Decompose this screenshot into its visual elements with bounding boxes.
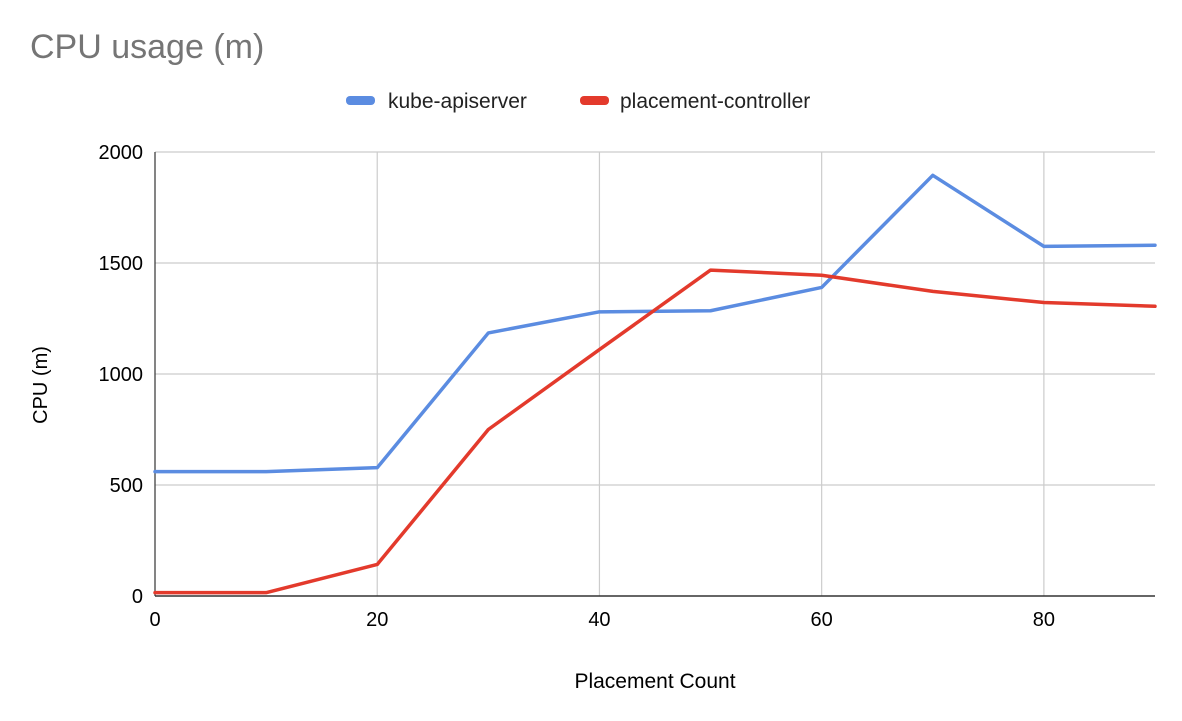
series-line-placement-controller [153,268,1157,595]
x-tick-label: 60 [811,609,833,631]
series-lines [153,173,1157,595]
y-tick-label: 2000 [99,142,144,164]
y-tick-label: 0 [132,586,143,608]
y-tick-label: 1000 [99,364,144,386]
x-tick-label: 80 [1033,609,1055,631]
series-line-kube-apiserver [153,173,1157,474]
legend: kube-apiserver placement-controller [346,90,810,113]
grid [155,151,1155,596]
y-tick-label: 500 [110,475,143,497]
legend-label: kube-apiserver [388,90,527,113]
chart-title: CPU usage (m) [30,28,264,66]
x-tick-label: 20 [366,609,388,631]
legend-swatch [346,96,375,105]
y-tick-label: 1500 [99,253,144,275]
y-axis-label: CPU (m) [30,346,52,424]
x-tick-label: 0 [149,609,160,631]
x-tick-label: 40 [588,609,610,631]
legend-label: placement-controller [620,90,810,113]
legend-swatch [580,96,609,105]
axes: 0 500 1000 1500 2000 0 20 40 60 80 [99,142,1155,631]
x-axis-label: Placement Count [574,670,735,693]
